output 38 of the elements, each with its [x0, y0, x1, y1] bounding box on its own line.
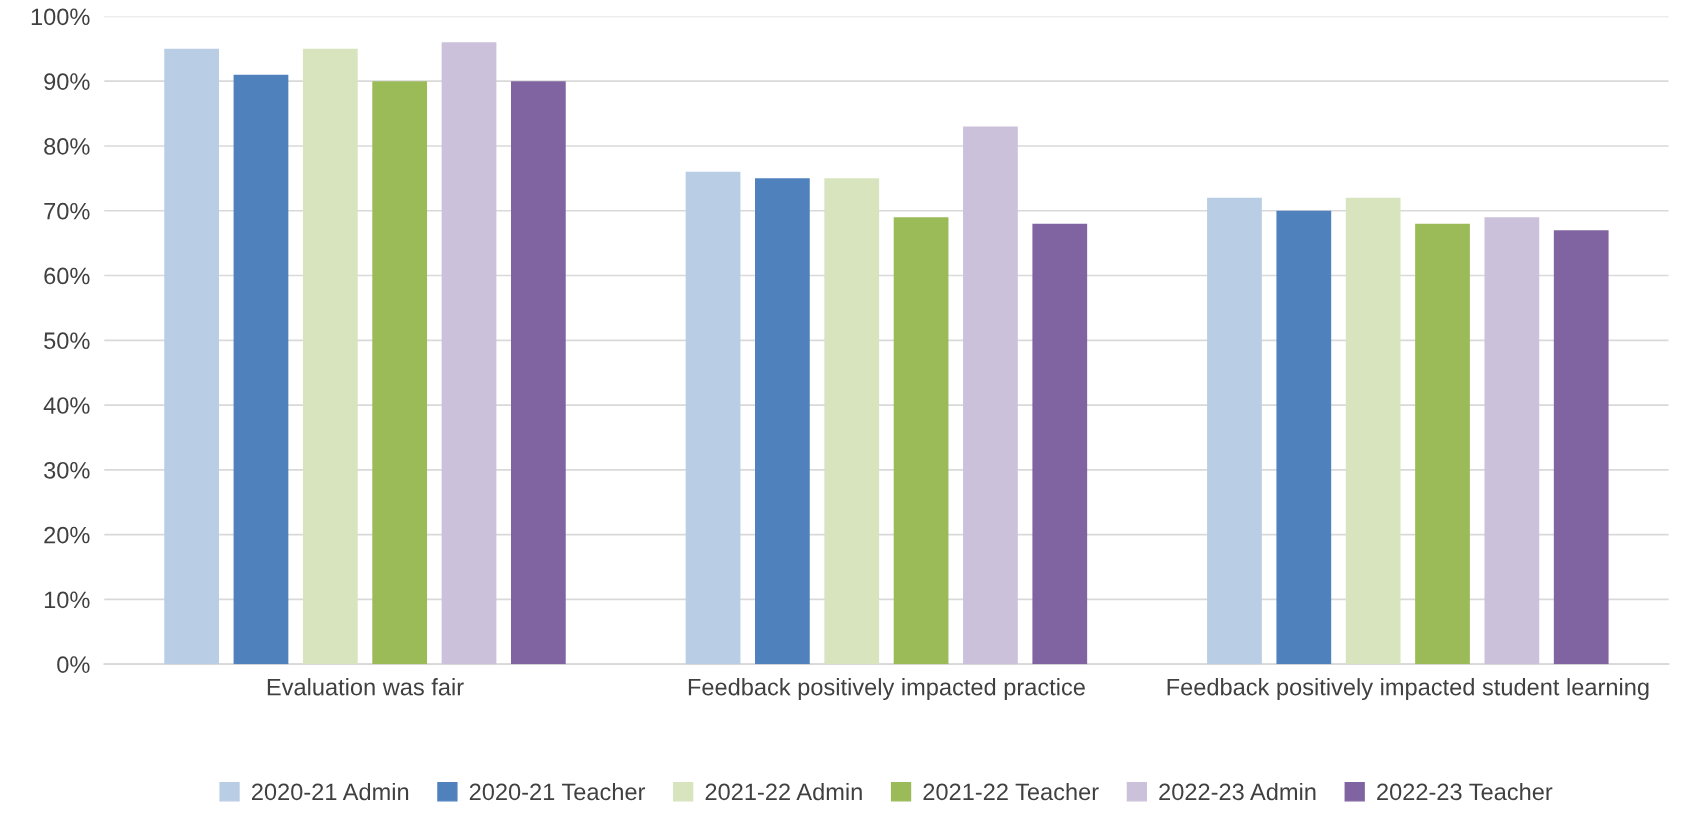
bar [1032, 223, 1088, 665]
bar [233, 74, 289, 665]
bar [510, 81, 566, 665]
bar [164, 48, 219, 665]
y-tick-label: 60% [44, 267, 90, 285]
y-tick-label: 50% [44, 332, 90, 350]
bar [1553, 230, 1609, 665]
y-tick-label: 70% [44, 202, 90, 220]
bar [372, 81, 428, 665]
bar [824, 178, 880, 665]
y-tick-label: 80% [44, 138, 90, 155]
y-tick-label: 30% [44, 461, 90, 479]
legend-label: 2022-23 Teacher [1377, 782, 1553, 801]
legend-label: 2021-22 Admin [705, 782, 862, 801]
bar [685, 171, 741, 665]
bar [1345, 197, 1401, 665]
legend-label: 2020-21 Teacher [469, 782, 646, 801]
y-tick-label: 20% [44, 526, 90, 544]
bar [1484, 217, 1540, 665]
legend-label: 2020-21 Admin [251, 782, 409, 801]
bar [302, 48, 358, 665]
x-tick-label: Feedback positively impacted practice [688, 678, 1085, 701]
bar [1276, 210, 1332, 665]
bar [755, 178, 810, 665]
legend-label: 2022-23 Admin [1159, 782, 1316, 801]
bar [963, 126, 1018, 665]
y-tick-label: 40% [43, 397, 90, 414]
legend-label: 2021-22 Teacher [923, 782, 1099, 801]
bar [441, 42, 497, 665]
bar [1207, 197, 1262, 665]
y-tick-label: 0% [57, 656, 90, 673]
y-tick-label: 10% [44, 591, 90, 609]
bar [893, 217, 949, 665]
x-tick-label: Feedback positively impacted student learning [1167, 678, 1649, 701]
y-tick-label: 90% [44, 73, 90, 90]
y-tick-label: 100% [31, 8, 90, 26]
x-tick-label: Evaluation was fair [267, 678, 464, 696]
bar [1415, 223, 1470, 665]
